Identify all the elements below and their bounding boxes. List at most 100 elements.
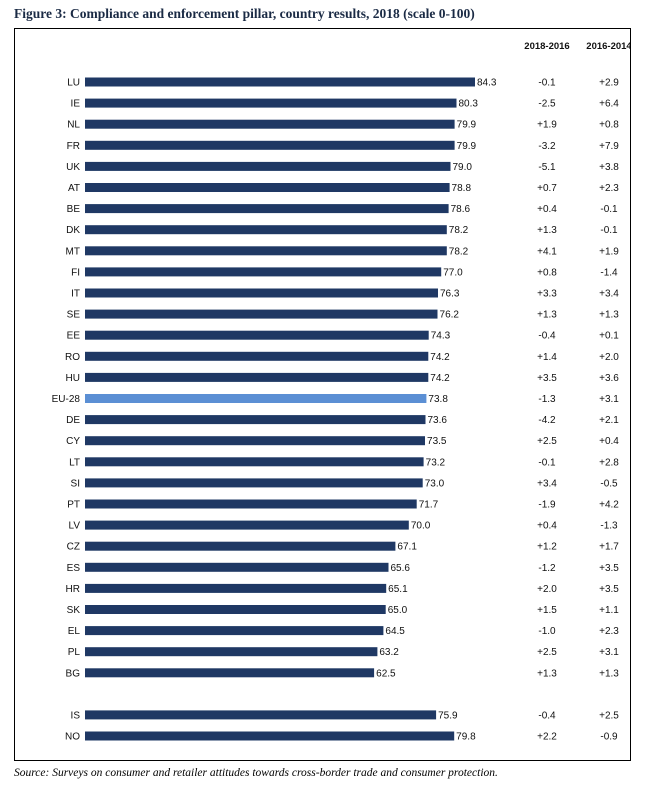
bar-chart: 2018-2016 2016-2014 LU 84.3 -0.1 +2.9 IE 80.3 -2… [52,41,630,743]
value-label: 74.3 [431,331,451,342]
change-2018-2016: -1.3 [538,394,556,405]
change-2016-2014: +1.9 [599,246,619,257]
category-label: SK [67,605,81,616]
value-label: 74.2 [430,352,450,363]
change-2018-2016: -0.4 [538,710,556,721]
change-2016-2014: +4.2 [599,500,619,511]
change-2016-2014: +2.1 [599,415,619,426]
category-label: MT [66,246,80,257]
change-2018-2016: -0.1 [538,78,556,89]
bar [85,204,449,214]
change-2018-2016: -0.1 [538,457,556,468]
value-label: 76.2 [440,310,460,321]
change-2016-2014: -0.1 [600,225,618,236]
value-label: 73.5 [427,436,447,447]
change-2018-2016: +0.7 [537,183,557,194]
value-label: 78.2 [449,225,469,236]
change-2016-2014: +2.8 [599,457,619,468]
category-label: EE [67,331,81,342]
value-label: 79.9 [457,120,477,131]
change-2018-2016: -3.2 [538,141,556,152]
change-2016-2014: +3.5 [599,584,619,595]
bar [85,77,475,87]
bar [85,225,447,235]
change-2016-2014: +1.7 [599,542,619,553]
change-2016-2014: +0.1 [599,331,619,342]
bar [85,478,423,488]
value-label: 65.6 [390,563,410,574]
change-2018-2016: +2.0 [537,584,557,595]
bar [85,583,387,593]
bar [85,415,426,425]
change-2018-2016: -1.2 [538,563,556,574]
value-label: 67.1 [397,542,417,553]
column-header: 2018-2016 [524,41,569,52]
category-label: EL [68,626,81,637]
change-2018-2016: +3.5 [537,373,557,384]
source-note: Source: Surveys on consumer and retailer… [14,767,498,779]
change-2016-2014: +3.4 [599,289,619,300]
category-label: LV [69,521,81,532]
change-2016-2014: +3.1 [599,394,619,405]
bar [85,520,409,530]
bar [85,710,437,720]
bar-highlight [85,394,427,403]
change-2018-2016: +3.3 [537,289,557,300]
value-label: 79.9 [457,141,477,152]
category-label: UK [66,162,80,173]
value-label: 73.2 [426,457,446,468]
change-2016-2014: +2.9 [599,78,619,89]
change-2016-2014: +2.0 [599,352,619,363]
value-label: 76.3 [440,289,460,300]
value-label: 79.8 [456,732,476,743]
change-2016-2014: +0.4 [599,436,619,447]
category-label: FI [71,267,80,278]
change-2018-2016: -5.1 [538,162,556,173]
category-label: NO [65,732,80,743]
change-2018-2016: +1.2 [537,542,557,553]
bar [85,457,424,467]
change-2018-2016: +1.3 [537,310,557,321]
category-label: PL [68,647,81,658]
change-2018-2016: +2.2 [537,732,557,743]
bar [85,626,384,636]
change-2016-2014: +2.3 [599,626,619,637]
change-2016-2014: +3.6 [599,373,619,384]
category-label: BG [66,668,81,679]
value-label: 78.6 [451,204,471,215]
change-2016-2014: +3.8 [599,162,619,173]
bar [85,731,455,741]
value-label: 74.2 [430,373,450,384]
value-label: 78.8 [452,183,472,194]
category-label: CY [66,436,80,447]
value-label: 79.0 [452,162,472,173]
change-2016-2014: +2.3 [599,183,619,194]
value-label: 64.5 [385,626,405,637]
bar [85,98,457,108]
change-2016-2014: +0.8 [599,120,619,131]
change-2016-2014: -0.9 [600,732,618,743]
value-label: 65.0 [388,605,408,616]
bar [85,541,396,551]
bar [85,372,429,382]
change-2016-2014: -1.4 [600,267,618,278]
bar [85,330,429,340]
change-2018-2016: +2.5 [537,436,557,447]
change-2018-2016: +1.9 [537,120,557,131]
change-2016-2014: +3.5 [599,563,619,574]
change-2016-2014: +2.5 [599,710,619,721]
change-2018-2016: +3.4 [537,478,557,489]
category-label: SI [71,478,80,489]
change-2016-2014: +6.4 [599,99,619,110]
value-label: 78.2 [449,246,469,257]
column-header: 2016-2014 [586,41,630,52]
change-2018-2016: -2.5 [538,99,556,110]
value-label: 77.0 [443,267,463,278]
change-2018-2016: +0.8 [537,267,557,278]
bar [85,351,429,361]
change-2018-2016: +1.4 [537,352,557,363]
bar [85,605,386,614]
category-label: DE [66,415,80,426]
category-label: EU-28 [52,394,81,405]
change-2018-2016: +1.3 [537,668,557,679]
